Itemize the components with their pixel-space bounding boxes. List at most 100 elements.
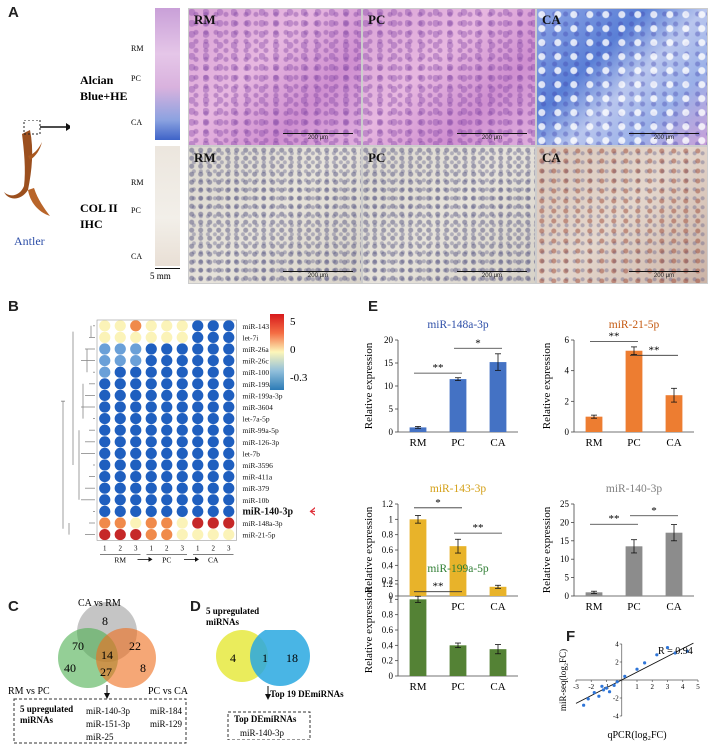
error-bar: [671, 387, 677, 403]
heatmap-bubble-chart: miR-143 let-7i miR-26a miR-26c miR-100 miR-19…: [61, 319, 315, 564]
heatmap-replicate-label: 3: [134, 544, 138, 552]
heatmap-cell: [130, 447, 142, 459]
heatmap-group-arrow-icon: [184, 556, 199, 562]
venn-d-box-title: Top DEmiRNAs: [234, 714, 297, 724]
error-bar: [495, 353, 501, 371]
heatmap-row-label: let-7a-5p: [243, 415, 270, 424]
scatter-point: [597, 694, 601, 698]
heatmap-cell: [176, 355, 188, 367]
heatmap-cell: [176, 436, 188, 448]
scatter-ytick: -4: [613, 713, 619, 721]
heatmap-cell: [130, 389, 142, 401]
heatmap-row-label: miR-199a-3p: [243, 391, 283, 400]
heatmap-cell: [192, 331, 204, 343]
heatmap-cell: [223, 366, 235, 378]
colorbar-tick-min: -0.3: [290, 372, 308, 384]
heatmap-row-label: miR-148a-3p: [243, 519, 283, 528]
heatmap-cell: [114, 413, 126, 425]
heatmap-cell: [114, 343, 126, 355]
heatmap-cell: [207, 517, 219, 529]
heatmap-cell: [114, 401, 126, 413]
scatter-point: [582, 703, 586, 707]
heatmap-cell: [192, 343, 204, 355]
error-bar: [455, 377, 461, 381]
strip-scale-label: 5 mm: [150, 271, 171, 281]
heatmap-replicate-label: 2: [165, 544, 169, 552]
heatmap-row-label: miR-100: [243, 368, 270, 377]
heatmap-cell: [130, 413, 142, 425]
heatmap-cell: [99, 459, 111, 471]
scatter-ytick: 2: [615, 659, 619, 667]
bar: [489, 649, 507, 676]
bar-chart-ytick: 20: [560, 517, 570, 527]
venn-c-set-ca-rm: CA vs RM: [78, 598, 121, 609]
bar-chart-ytick: 0.4: [382, 560, 394, 570]
heatmap-cell: [99, 331, 111, 343]
significance-label: **: [609, 513, 620, 525]
heatmap-cell: [161, 447, 173, 459]
venn-d-count-left: 4: [230, 651, 236, 665]
bar-chart-ytick: 15: [560, 536, 570, 546]
bar-chart-ytick: 25: [560, 499, 570, 509]
error-bar: [415, 515, 421, 524]
heatmap-cell: [145, 436, 157, 448]
heatmap-cell: [130, 494, 142, 506]
bar-chart-ylabel: Relative expression: [541, 342, 553, 429]
heatmap-cell: [99, 505, 111, 517]
venn-diagram-d: [216, 630, 311, 740]
heatmap-cell: [176, 331, 188, 343]
heatmap-cell: [223, 401, 235, 413]
scatter-annotation: R = 0.94: [658, 646, 693, 657]
venn-c-count-ca-pc: 22: [129, 639, 141, 653]
heatmap-cell: [114, 424, 126, 436]
scatter-ylabel: miR-seq(log₂FC): [558, 649, 568, 711]
heatmap-cell: [192, 471, 204, 483]
heatmap-cell: [176, 343, 188, 355]
scatter-ytick: -2: [613, 695, 619, 703]
bar-chart-ytick: 0: [389, 591, 394, 601]
scatter-xtick: 3: [666, 683, 670, 691]
heatmap-cell: [192, 447, 204, 459]
heatmap-cell: [145, 494, 157, 506]
error-bar: [495, 644, 501, 655]
row-label-alcian: Alcian Blue+HE: [80, 73, 128, 103]
strip2-label-pc: PC: [131, 206, 141, 215]
heatmap-replicate-label: 1: [196, 544, 200, 552]
bar-chart-category-label: CA: [666, 601, 681, 613]
bar-chart-ytick: 5: [565, 573, 570, 583]
significance-label: *: [475, 337, 481, 349]
venn-c-set-rm-pc: RM vs PC: [8, 686, 50, 697]
heatmap-cell: [114, 459, 126, 471]
venn-c-count-rm-pc-only: 40: [64, 661, 76, 675]
heatmap-cell: [145, 343, 157, 355]
heatmap-cell: [223, 331, 235, 343]
heatmap-row-label: miR-411a: [243, 473, 273, 482]
heatmap-cell: [99, 378, 111, 390]
heatmap-cell: [176, 424, 188, 436]
error-bar: [591, 590, 597, 594]
panel-e-label: E: [368, 298, 379, 315]
venn-d-box-item: miR-140-3p: [240, 728, 284, 738]
bar: [409, 519, 427, 596]
heatmap-cell: [99, 389, 111, 401]
heatmap-cell: [207, 401, 219, 413]
heatmap-cell: [145, 471, 157, 483]
bar-chart-ytick: 20: [384, 335, 394, 345]
heatmap-cell: [223, 505, 235, 517]
heatmap-cell: [223, 355, 235, 367]
bar-chart-ytick: 0.2: [382, 656, 393, 666]
venn-c-item-1: miR-140-3p: [86, 706, 130, 716]
bar-chart-category-label: RM: [409, 437, 426, 449]
heatmap-cell: [207, 413, 219, 425]
panel-d-label: D: [190, 598, 201, 615]
heatmap-cell: [176, 447, 188, 459]
heatmap-cell: [114, 505, 126, 517]
heatmap-cell: [176, 505, 188, 517]
significance-label: **: [433, 581, 444, 593]
heatmap-row-label: miR-10b: [243, 496, 270, 505]
heatmap-cell: [99, 424, 111, 436]
heatmap-cell: [161, 389, 173, 401]
heatmap-replicate-label: 3: [181, 544, 185, 552]
heatmap-cell: [99, 494, 111, 506]
